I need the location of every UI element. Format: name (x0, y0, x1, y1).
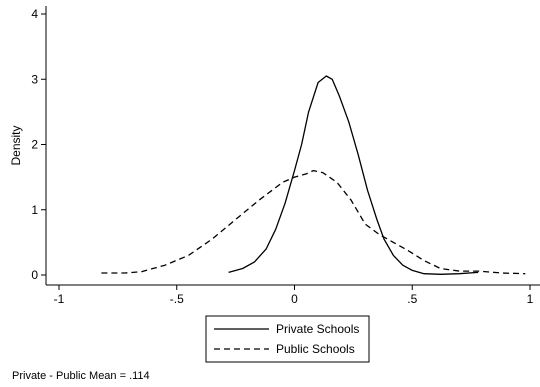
x-tick-label: -1 (54, 292, 65, 306)
legend-label: Private Schools (276, 322, 359, 336)
legend-box (205, 315, 370, 363)
y-axis-title: Density (9, 125, 23, 165)
axes: 0 1 2 3 4 -1 -.5 0 .5 1 Density (9, 6, 540, 306)
y-tick-label: 1 (31, 203, 38, 217)
series-layer (101, 75, 526, 275)
x-tick-label: 0 (291, 292, 298, 306)
x-tick-label: 1 (527, 292, 534, 306)
x-tick-label: -.5 (170, 292, 184, 306)
y-tick-label: 0 (31, 268, 38, 282)
footnote: Private - Public Mean = .114 (12, 370, 150, 382)
y-tick-label: 4 (31, 7, 38, 21)
series-line-private-schools (228, 75, 479, 275)
legend: Private Schools Public Schools (205, 315, 370, 363)
y-tick-label: 2 (31, 138, 38, 152)
legend-label: Public Schools (276, 342, 355, 356)
series-line-public-schools (101, 169, 526, 275)
y-tick-label: 3 (31, 72, 38, 86)
x-tick-label: .5 (407, 292, 417, 306)
